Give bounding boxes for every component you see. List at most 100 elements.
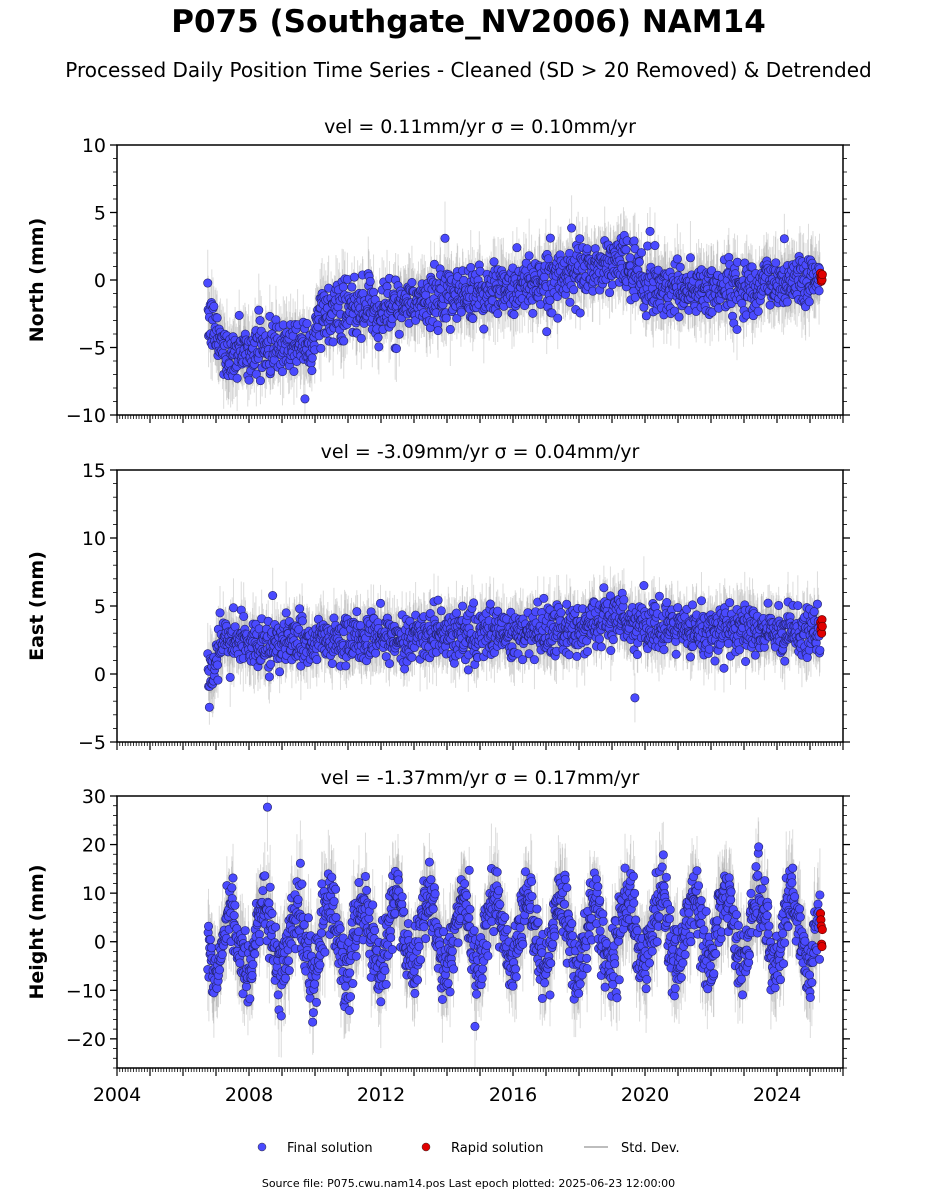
final-solution-point — [307, 353, 317, 363]
final-solution-point — [582, 244, 592, 254]
rapid-solution-points — [816, 268, 827, 286]
final-solution-point — [675, 262, 685, 272]
final-solution-point — [468, 314, 478, 324]
final-solution-point — [203, 278, 213, 288]
final-solution-point — [459, 275, 469, 285]
final-solution-point — [674, 312, 684, 322]
final-solution-point — [239, 611, 249, 621]
final-solution-point — [645, 226, 655, 236]
final-solution-point — [672, 254, 682, 264]
final-solution-point — [565, 297, 575, 307]
y-tick-label: −10 — [66, 405, 106, 427]
final-solution-point — [634, 257, 644, 267]
final-solution-point — [466, 262, 476, 272]
final-solution-point — [212, 313, 222, 323]
final-solution-point — [605, 288, 615, 298]
y-tick-label: 5 — [94, 203, 106, 225]
final-solution-point — [289, 366, 299, 376]
final-solution-point — [528, 308, 538, 318]
chart-panel-1: −10 −5 0 5 10 vel = 0.11mm/yr σ = 0.10mm/yr No… — [26, 116, 850, 427]
final-solution-point — [433, 326, 443, 336]
final-solution-point — [407, 277, 417, 287]
final-solution-point — [493, 309, 503, 319]
final-solution-point — [213, 660, 223, 670]
final-solution-point — [228, 603, 238, 613]
final-solution-points — [203, 223, 825, 404]
final-solution-point — [629, 236, 639, 246]
final-solution-point — [302, 319, 312, 329]
final-solution-point — [547, 308, 557, 318]
plot-area — [203, 195, 827, 415]
final-solution-point — [524, 251, 534, 261]
figure-title: P075 (Southgate_NV2006) NAM14 — [171, 4, 766, 40]
final-solution-point — [374, 342, 384, 352]
final-solution-point — [215, 608, 225, 618]
panel-title: vel = 0.11mm/yr σ = 0.10mm/yr — [324, 116, 636, 138]
final-solution-point — [782, 297, 792, 307]
final-solution-point — [365, 276, 375, 286]
final-solution-point — [209, 301, 219, 311]
final-solution-point — [373, 333, 383, 343]
final-solution-point — [277, 367, 287, 377]
final-solution-point — [349, 272, 359, 282]
final-solution-point — [575, 308, 585, 318]
final-solution-point — [441, 313, 451, 323]
final-solution-point — [204, 702, 214, 712]
final-solution-point — [553, 313, 563, 323]
final-solution-point — [328, 337, 338, 347]
final-solution-point — [300, 394, 310, 404]
rapid-solution-point — [817, 270, 827, 280]
final-solution-point — [814, 286, 824, 296]
final-solution-point — [779, 234, 789, 244]
y-tick-label: −5 — [78, 338, 106, 360]
final-solution-point — [636, 248, 646, 258]
final-solution-point — [234, 310, 244, 320]
final-solution-point — [452, 313, 462, 323]
final-solution-point — [254, 305, 264, 315]
final-solution-point — [545, 233, 555, 243]
y-tick-label: 0 — [94, 270, 106, 292]
final-solution-point — [445, 324, 455, 334]
final-solution-point — [621, 245, 631, 255]
final-solution-point — [356, 333, 366, 343]
y-axis-label: North (mm) — [26, 218, 48, 343]
final-solution-point — [489, 257, 499, 267]
final-solution-point — [225, 672, 235, 682]
final-solution-point — [650, 241, 660, 251]
final-solution-point — [512, 243, 522, 253]
final-solution-point — [545, 295, 555, 305]
final-solution-point — [347, 282, 357, 292]
final-solution-point — [255, 315, 265, 325]
final-solution-point — [685, 253, 695, 263]
final-solution-point — [232, 373, 242, 383]
final-solution-point — [394, 329, 404, 339]
y-tick-label: 10 — [82, 135, 106, 157]
final-solution-point — [575, 234, 585, 244]
final-solution-point — [765, 300, 775, 310]
final-solution-point — [771, 258, 781, 268]
final-solution-point — [732, 324, 742, 334]
final-solution-point — [569, 285, 579, 295]
final-solution-point — [479, 324, 489, 334]
final-solution-point — [391, 344, 401, 354]
final-solution-points — [203, 581, 825, 712]
final-solution-point — [213, 675, 223, 685]
final-solution-point — [707, 307, 717, 317]
final-solution-point — [804, 297, 814, 307]
final-solution-point — [316, 343, 326, 353]
final-solution-point — [255, 376, 265, 386]
final-solution-point — [339, 336, 349, 346]
final-solution-point — [590, 244, 600, 254]
final-solution-point — [440, 233, 450, 243]
final-solution-point — [369, 287, 379, 297]
final-solution-point — [753, 306, 763, 316]
final-solution-point — [456, 307, 466, 317]
final-solution-point — [244, 375, 254, 385]
final-solution-point — [251, 369, 261, 379]
final-solution-point — [707, 266, 717, 276]
final-solution-point — [567, 223, 577, 233]
plot-area — [203, 556, 827, 725]
figure-subtitle: Processed Daily Position Time Series - C… — [65, 58, 872, 82]
